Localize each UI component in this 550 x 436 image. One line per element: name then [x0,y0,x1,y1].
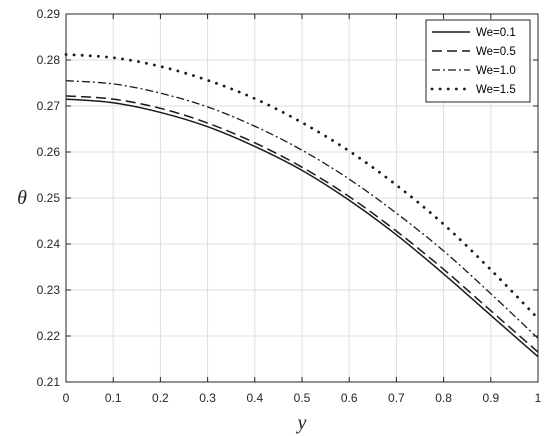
legend-label: We=0.5 [476,46,516,58]
axis-ticks: 0 0.1 0.2 0.3 0.4 0.5 0.6 0.7 0.8 0.9 1 0.21 0.22 0.2… [37,7,542,405]
x-tick-label: 0.5 [294,391,311,405]
legend-label: We=0.1 [476,27,516,39]
x-tick-label: 0.6 [341,391,358,405]
x-tick-label: 0.4 [246,391,263,405]
x-tick-label: 1 [535,391,542,405]
y-tick-label: 0.26 [37,145,61,159]
y-tick-label: 0.27 [37,99,61,113]
y-tick-label: 0.25 [37,191,61,205]
series-line-we-1-0 [65,80,539,339]
x-tick-label: 0.2 [152,391,169,405]
legend-box [425,19,531,103]
y-tick-label: 0.29 [37,7,61,21]
y-tick-label: 0.24 [37,237,61,251]
legend-label: We=1.5 [476,84,516,96]
y-tick-label: 0.28 [37,53,61,67]
y-tick-label: 0.22 [37,329,61,343]
legend-label: We=1.0 [476,65,516,77]
x-tick-label: 0.9 [482,391,499,405]
series-line-we-0-1 [65,98,539,358]
x-tick-label: 0.1 [105,391,122,405]
series-line-we-0-5 [65,95,539,353]
series-group [64,53,540,358]
x-axis-title: y [296,412,307,434]
x-tick-label: 0.7 [388,391,405,405]
y-tick-label: 0.23 [37,283,61,297]
x-tick-label: 0.3 [199,391,216,405]
x-tick-label: 0.8 [435,391,452,405]
y-tick-label: 0.21 [37,375,61,389]
y-axis-title: θ [17,187,27,209]
legend: We=0.1 We=0.5 We=1.0 We=1.5 [425,19,531,103]
x-tick-label: 0 [63,391,70,405]
